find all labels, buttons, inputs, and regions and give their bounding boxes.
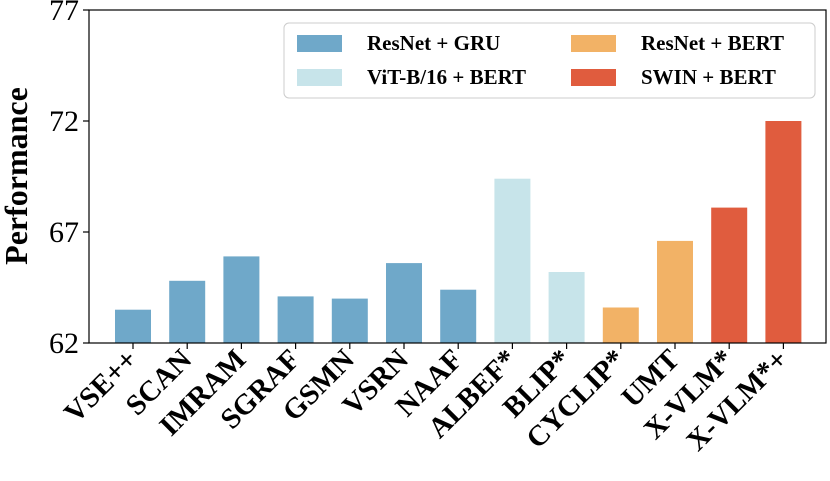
- y-tick-label: 62: [49, 327, 79, 360]
- bar-x-vlm-star: [711, 207, 748, 343]
- bar-scan: [169, 280, 206, 343]
- bar-x-vlm-star-plus: [765, 121, 802, 343]
- plot-frame: [88, 9, 827, 344]
- legend-swatch-resnet-bert: [571, 35, 616, 52]
- legend: ResNet + GRU ViT-B/16 + BERT ResNet + BERT…: [283, 22, 816, 99]
- legend-swatch-resnet-gru: [297, 35, 342, 52]
- y-tick-label: 67: [49, 216, 79, 249]
- legend-label-resnet-bert: ResNet + BERT: [641, 31, 784, 55]
- y-tick-label: 77: [49, 0, 79, 27]
- legend-label-swin-bert: SWIN + BERT: [641, 65, 776, 89]
- bar-imram: [223, 256, 260, 343]
- legend-label-resnet-gru: ResNet + GRU: [367, 31, 500, 55]
- bar-sgraf: [277, 296, 314, 343]
- legend-frame: [283, 22, 816, 99]
- bar-cyclip-star: [602, 307, 639, 343]
- legend-swatch-vit-b-16-bert: [297, 69, 342, 86]
- x-axis: VSE++SCANIMRAMSGRAFGSMNVSRNNAAFALBEF*BLI…: [58, 343, 794, 457]
- bar-albef-star: [494, 178, 531, 343]
- bar-umt: [657, 240, 693, 343]
- legend-label-vit-b-16-bert: ViT-B/16 + BERT: [367, 65, 526, 89]
- bar-gsmn: [331, 298, 368, 343]
- bar-vsrn: [386, 263, 422, 343]
- y-axis: 62 67 72 77: [49, 0, 89, 360]
- bar-naaf: [440, 289, 477, 343]
- y-tick-label: 72: [49, 105, 79, 138]
- y-axis-title: Performance: [0, 87, 34, 265]
- legend-swatch-swin-bert: [571, 69, 616, 86]
- bar-blip-star: [548, 272, 585, 343]
- bars-layer: [115, 121, 802, 343]
- bar-vse-plus-plus: [115, 309, 151, 343]
